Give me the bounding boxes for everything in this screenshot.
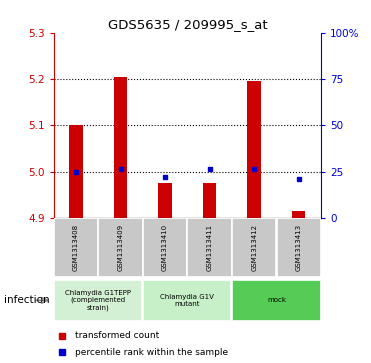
Bar xyxy=(203,183,216,218)
Bar xyxy=(292,211,305,218)
Text: mock: mock xyxy=(267,297,286,303)
Text: GSM1313408: GSM1313408 xyxy=(73,224,79,271)
Bar xyxy=(54,280,142,321)
Text: Chlamydia G1V
mutant: Chlamydia G1V mutant xyxy=(160,294,214,307)
Bar xyxy=(232,280,321,321)
Bar xyxy=(158,183,172,218)
Bar xyxy=(232,219,276,277)
Bar xyxy=(54,219,98,277)
Text: transformed count: transformed count xyxy=(75,331,160,340)
Text: GSM1313410: GSM1313410 xyxy=(162,224,168,271)
Bar xyxy=(114,77,127,218)
Bar xyxy=(69,125,83,218)
Text: GSM1313413: GSM1313413 xyxy=(296,224,302,271)
Bar xyxy=(143,219,187,277)
Title: GDS5635 / 209995_s_at: GDS5635 / 209995_s_at xyxy=(108,19,267,32)
Bar xyxy=(143,280,232,321)
Text: Chlamydia G1TEPP
(complemented
strain): Chlamydia G1TEPP (complemented strain) xyxy=(65,290,131,311)
Bar xyxy=(98,219,143,277)
Bar xyxy=(276,219,321,277)
Text: percentile rank within the sample: percentile rank within the sample xyxy=(75,348,228,357)
Text: GSM1313409: GSM1313409 xyxy=(118,224,124,271)
Text: GSM1313412: GSM1313412 xyxy=(251,224,257,271)
Text: infection: infection xyxy=(4,295,49,305)
Text: GSM1313411: GSM1313411 xyxy=(207,224,213,271)
Bar xyxy=(187,219,232,277)
Bar xyxy=(247,81,261,218)
